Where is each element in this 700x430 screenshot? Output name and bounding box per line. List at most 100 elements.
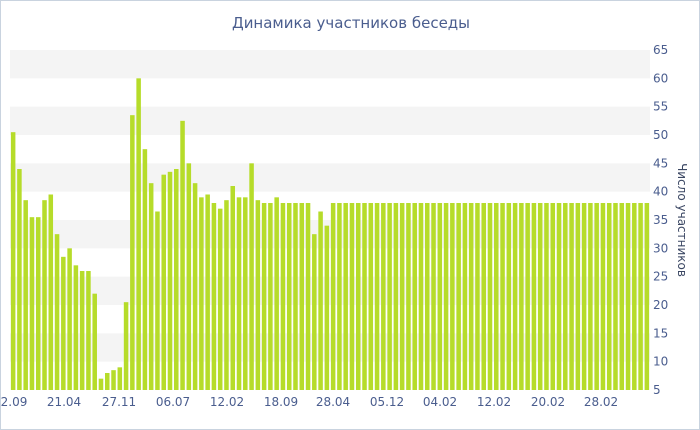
bar	[255, 200, 261, 390]
bar	[17, 169, 22, 390]
bar	[343, 203, 348, 390]
bar	[243, 197, 248, 390]
bar	[199, 197, 204, 390]
y-tick-label: 10	[653, 355, 668, 369]
bar	[644, 203, 650, 390]
bar	[387, 203, 392, 390]
y-tick-label: 25	[653, 270, 668, 284]
bar	[130, 115, 135, 391]
y-tick-label: 5	[653, 383, 661, 397]
bar	[117, 367, 123, 390]
bar	[61, 256, 66, 390]
bar	[286, 203, 292, 390]
bar	[381, 203, 386, 390]
bar	[324, 225, 330, 390]
bar	[525, 203, 530, 390]
bar	[148, 183, 154, 390]
bar	[217, 208, 223, 390]
bar	[443, 203, 449, 390]
bar	[581, 203, 587, 390]
bar	[318, 211, 323, 390]
bar	[374, 203, 380, 390]
bar	[531, 203, 537, 390]
grid-band	[10, 50, 650, 79]
bar	[249, 163, 254, 390]
bar	[167, 171, 173, 390]
x-tick-label: 12.02	[477, 395, 511, 409]
bar	[613, 203, 618, 390]
bar	[98, 378, 104, 390]
bar	[500, 203, 505, 390]
bar	[174, 169, 179, 390]
bar	[73, 265, 79, 390]
bar	[638, 203, 643, 390]
bar	[161, 174, 166, 390]
bar	[299, 203, 305, 390]
bar	[155, 211, 160, 390]
bar	[261, 203, 267, 390]
bar	[86, 271, 91, 390]
grid-band	[10, 276, 650, 305]
y-tick-label: 30	[653, 241, 668, 255]
bar	[330, 203, 336, 390]
bar	[550, 203, 556, 390]
grid-band	[10, 220, 650, 249]
bar	[105, 373, 110, 390]
y-tick-label: 20	[653, 298, 668, 312]
bar	[136, 78, 141, 390]
y-tick-label: 65	[653, 43, 668, 57]
y-tick-label: 45	[653, 156, 668, 170]
bar	[211, 203, 217, 390]
chart-title: Динамика участников беседы	[231, 14, 471, 32]
bar	[67, 248, 72, 390]
bar	[92, 293, 97, 390]
bar	[537, 203, 543, 390]
bar	[280, 203, 286, 390]
grid-band	[10, 163, 650, 192]
bar	[468, 203, 474, 390]
bar	[268, 203, 273, 390]
bar	[475, 203, 480, 390]
bar	[563, 203, 568, 390]
bar	[481, 203, 486, 390]
x-tick-label: 27.11	[102, 395, 136, 409]
bar	[312, 234, 317, 390]
bar	[236, 197, 242, 390]
bar	[399, 203, 405, 390]
bar	[337, 203, 342, 390]
bar	[450, 203, 455, 390]
bar	[42, 200, 47, 390]
bar	[10, 132, 16, 391]
bar	[355, 203, 361, 390]
bar	[506, 203, 512, 390]
bar	[123, 302, 129, 390]
bar	[619, 203, 625, 390]
bar	[293, 203, 298, 390]
bar	[431, 203, 436, 390]
x-tick-label: 04.02	[423, 395, 457, 409]
bar	[362, 203, 367, 390]
bar	[512, 203, 518, 390]
bar	[224, 200, 229, 390]
bar	[111, 370, 116, 390]
bar	[35, 217, 41, 390]
y-tick-label: 15	[653, 326, 668, 340]
x-tick-label: 20.02	[531, 395, 565, 409]
bar	[625, 203, 631, 390]
y-axis-label: Число участников	[675, 163, 689, 277]
bar	[192, 183, 198, 390]
bar	[588, 203, 593, 390]
bar	[606, 203, 612, 390]
x-tick-label: 05.12	[370, 395, 404, 409]
bar	[456, 203, 461, 390]
grid-band	[10, 333, 650, 362]
y-tick-label: 60	[653, 71, 668, 85]
bar	[142, 149, 148, 390]
bar	[632, 203, 637, 390]
bar	[79, 271, 85, 390]
x-tick-label: 12.02	[210, 395, 244, 409]
bar	[462, 203, 468, 390]
x-tick-label: 06.07	[156, 395, 190, 409]
bar	[418, 203, 424, 390]
